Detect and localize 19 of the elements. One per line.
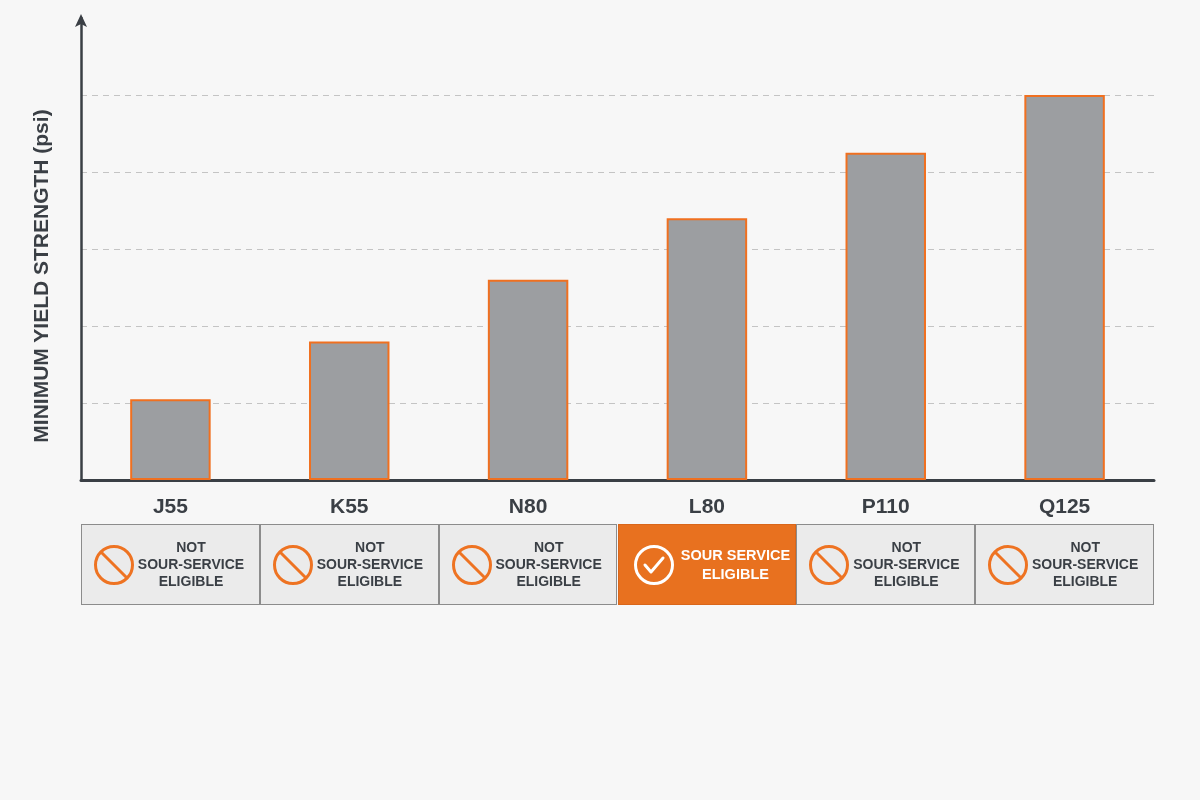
bar [130, 399, 211, 480]
bar [845, 152, 926, 480]
table-cell: NOT SOUR-SERVICE ELIGIBLE [81, 524, 260, 605]
x-tick-label: N80 [508, 494, 548, 517]
x-tick-label: J55 [152, 494, 189, 517]
bar [309, 341, 390, 480]
table-cell: SOUR SERVICE ELIGIBLE [617, 524, 797, 605]
table-cell: NOT SOUR-SERVICE ELIGIBLE [975, 524, 1154, 605]
bar [1024, 95, 1105, 480]
y-axis-title: MINIMUM YIELD STRENGTH (psi) [29, 109, 52, 443]
table-cell: NOT SOUR-SERVICE ELIGIBLE [796, 524, 976, 605]
x-tick-label: L80 [688, 494, 726, 517]
bar [487, 279, 569, 480]
table-cell: NOT SOUR-SERVICE ELIGIBLE [438, 524, 618, 605]
x-tick-label: K55 [329, 494, 369, 517]
x-tick-label: P110 [861, 494, 910, 517]
x-tick-label: Q125 [1038, 494, 1091, 517]
bar [666, 218, 748, 480]
table-cell: NOT SOUR-SERVICE ELIGIBLE [259, 524, 439, 605]
